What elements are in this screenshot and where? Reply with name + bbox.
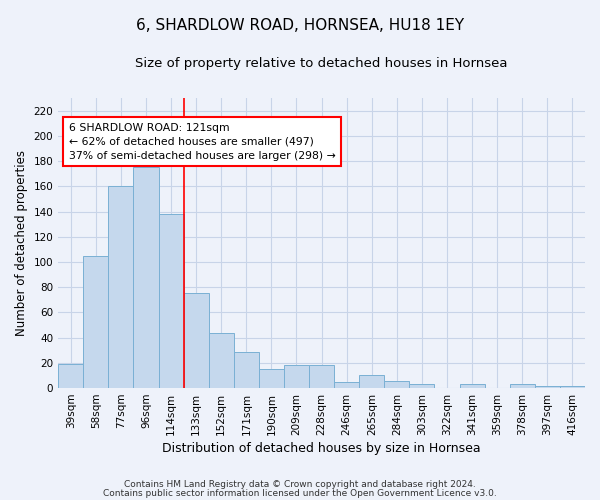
Bar xyxy=(133,168,158,388)
Bar xyxy=(510,384,535,388)
Text: 6, SHARDLOW ROAD, HORNSEA, HU18 1EY: 6, SHARDLOW ROAD, HORNSEA, HU18 1EY xyxy=(136,18,464,32)
Bar xyxy=(284,366,309,388)
Bar xyxy=(334,382,359,388)
Bar xyxy=(385,380,409,388)
Bar xyxy=(560,386,585,388)
Title: Size of property relative to detached houses in Hornsea: Size of property relative to detached ho… xyxy=(136,58,508,70)
Text: Contains public sector information licensed under the Open Government Licence v3: Contains public sector information licen… xyxy=(103,489,497,498)
Bar xyxy=(83,256,109,388)
Bar xyxy=(109,186,133,388)
Bar xyxy=(359,376,385,388)
Y-axis label: Number of detached properties: Number of detached properties xyxy=(15,150,28,336)
Bar xyxy=(58,364,83,388)
Bar xyxy=(535,386,560,388)
X-axis label: Distribution of detached houses by size in Hornsea: Distribution of detached houses by size … xyxy=(162,442,481,455)
Bar xyxy=(209,332,234,388)
Bar xyxy=(460,384,485,388)
Bar xyxy=(259,369,284,388)
Text: Contains HM Land Registry data © Crown copyright and database right 2024.: Contains HM Land Registry data © Crown c… xyxy=(124,480,476,489)
Bar xyxy=(158,214,184,388)
Bar xyxy=(409,384,434,388)
Bar xyxy=(234,352,259,388)
Text: 6 SHARDLOW ROAD: 121sqm
← 62% of detached houses are smaller (497)
37% of semi-d: 6 SHARDLOW ROAD: 121sqm ← 62% of detache… xyxy=(69,122,335,160)
Bar xyxy=(309,366,334,388)
Bar xyxy=(184,294,209,388)
